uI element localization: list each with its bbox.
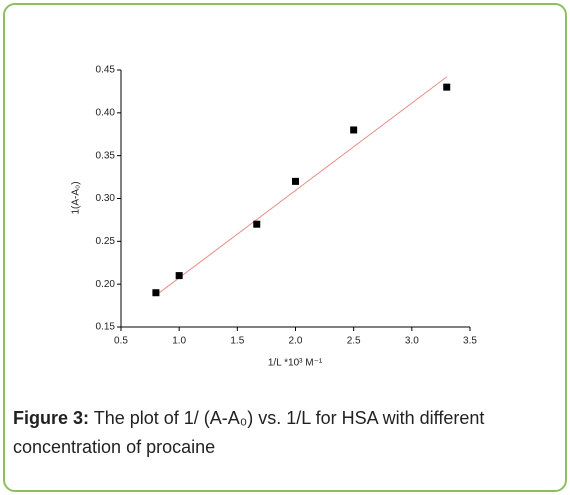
y-tick-label: 0.40 [96, 107, 116, 118]
x-tick-label: 0.5 [114, 336, 128, 347]
x-tick-label: 2.0 [289, 336, 303, 347]
y-tick-label: 0.15 [96, 322, 116, 333]
x-tick-label: 1.5 [230, 336, 244, 347]
x-axis-label: 1/L *10³ M⁻¹ [268, 358, 323, 369]
data-point [152, 289, 160, 297]
data-point [350, 126, 358, 134]
data-point [175, 272, 183, 280]
y-tick-label: 0.25 [96, 236, 116, 247]
x-tick-label: 1.0 [172, 336, 186, 347]
caption-text: The plot of 1/ (A-A₀) vs. 1/L for HSA wi… [13, 408, 485, 457]
data-point [253, 220, 261, 228]
y-tick-label: 0.35 [96, 150, 116, 161]
y-axis-label: 1(A-A₀) [71, 181, 82, 214]
data-point [443, 83, 451, 91]
x-tick-label: 3.5 [463, 336, 477, 347]
x-tick-label: 2.5 [347, 336, 361, 347]
fit-line [155, 76, 448, 296]
y-tick-label: 0.20 [96, 279, 116, 290]
y-tick-label: 0.30 [96, 193, 116, 204]
y-tick-label: 0.45 [96, 65, 116, 76]
data-point [292, 177, 299, 185]
chart: 1/L *10³ M⁻¹ 1(A-A₀) 0.15 0.20 0.25 0.30 0.3… [71, 65, 478, 369]
caption: Figure 3: The plot of 1/ (A-A₀) vs. 1/L … [13, 404, 553, 462]
figure-frame [3, 3, 567, 492]
caption-label: Figure 3: [13, 408, 90, 428]
x-tick-label: 3.0 [405, 336, 419, 347]
